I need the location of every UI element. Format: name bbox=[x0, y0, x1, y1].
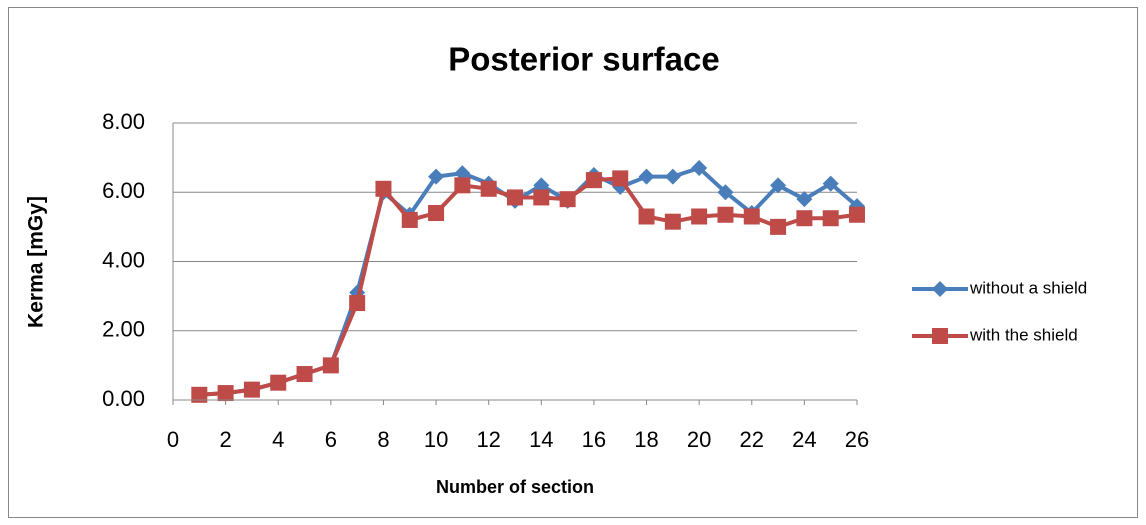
y-tick-label: 6.00 bbox=[102, 178, 145, 203]
marker bbox=[717, 184, 734, 201]
marker bbox=[454, 177, 471, 194]
x-axis-label: Number of section bbox=[436, 477, 594, 497]
marker bbox=[796, 210, 813, 227]
x-tick-label: 12 bbox=[476, 427, 500, 452]
x-tick-label: 16 bbox=[582, 427, 606, 452]
marker bbox=[664, 168, 681, 185]
marker bbox=[454, 165, 471, 182]
x-tick-label: 26 bbox=[845, 427, 869, 452]
marker bbox=[664, 213, 681, 230]
x-tick-label: 24 bbox=[792, 427, 816, 452]
marker bbox=[717, 206, 734, 223]
x-tick-label: 10 bbox=[424, 427, 448, 452]
marker bbox=[243, 381, 260, 398]
x-tick-label: 22 bbox=[740, 427, 764, 452]
y-tick-label: 8.00 bbox=[102, 109, 145, 134]
marker bbox=[638, 208, 655, 225]
marker bbox=[270, 374, 287, 391]
marker bbox=[533, 177, 550, 194]
marker bbox=[822, 175, 839, 192]
marker bbox=[191, 386, 208, 403]
y-tick-label: 2.00 bbox=[102, 317, 145, 342]
x-tick-label: 20 bbox=[687, 427, 711, 452]
x-tick-label: 6 bbox=[325, 427, 337, 452]
legend-label: with the shield bbox=[969, 325, 1078, 344]
marker bbox=[691, 208, 708, 225]
x-tick-label: 0 bbox=[167, 427, 179, 452]
marker bbox=[401, 211, 418, 228]
marker bbox=[770, 177, 787, 194]
marker bbox=[507, 189, 523, 206]
legend-marker bbox=[932, 328, 948, 344]
chart-title: Posterior surface bbox=[448, 41, 719, 78]
x-tick-label: 4 bbox=[272, 427, 284, 452]
x-tick-label: 8 bbox=[377, 427, 389, 452]
marker bbox=[743, 208, 760, 225]
marker bbox=[428, 168, 445, 185]
marker bbox=[375, 180, 392, 197]
x-tick-label: 14 bbox=[529, 427, 553, 452]
marker bbox=[770, 218, 787, 235]
marker bbox=[533, 189, 550, 206]
marker bbox=[796, 191, 813, 208]
marker bbox=[480, 180, 497, 197]
marker bbox=[217, 385, 234, 402]
x-tick-label: 18 bbox=[634, 427, 658, 452]
marker bbox=[822, 210, 839, 227]
y-axis-label: Kerma [mGy] bbox=[25, 196, 48, 328]
marker bbox=[585, 172, 602, 189]
marker bbox=[428, 205, 445, 222]
marker bbox=[849, 206, 865, 223]
chart-border bbox=[8, 7, 1138, 518]
marker bbox=[349, 295, 366, 312]
y-tick-label: 4.00 bbox=[102, 247, 145, 272]
marker bbox=[638, 168, 655, 185]
marker bbox=[691, 160, 708, 177]
y-tick-label: 0.00 bbox=[102, 386, 145, 411]
marker bbox=[322, 357, 339, 374]
legend-label: without a shield bbox=[969, 278, 1087, 297]
marker bbox=[559, 191, 576, 208]
marker bbox=[296, 366, 313, 383]
x-tick-label: 2 bbox=[219, 427, 231, 452]
marker bbox=[612, 170, 629, 187]
legend-marker bbox=[932, 281, 948, 297]
